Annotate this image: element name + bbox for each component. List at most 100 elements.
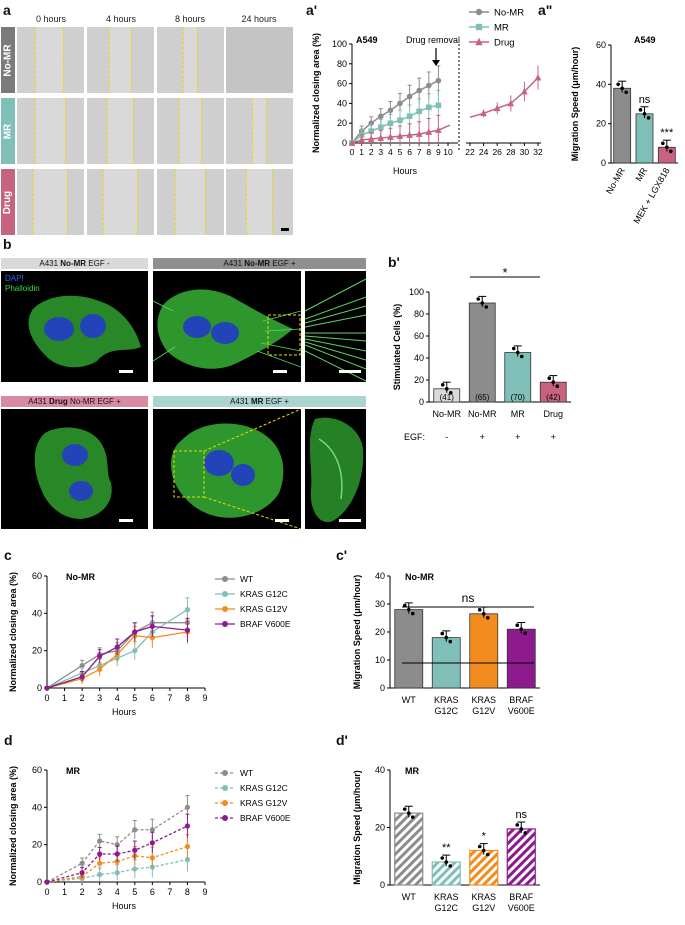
micrograph-mr-8h xyxy=(157,98,224,164)
x-tick-label: KRAS xyxy=(471,892,496,902)
replicate-dot xyxy=(665,145,669,150)
x-tick-label: No-MR xyxy=(604,166,627,196)
data-point xyxy=(387,120,394,126)
x-tick-label: No-MR xyxy=(433,409,462,419)
x-tick-label: Drug xyxy=(543,409,563,419)
legend-marker xyxy=(222,815,228,821)
data-point xyxy=(97,653,103,659)
series-line xyxy=(351,79,439,144)
significance-label: * xyxy=(502,265,507,280)
x-tick-label: 5 xyxy=(132,887,137,897)
x-tick-label: 24 xyxy=(479,147,489,157)
data-point xyxy=(415,130,423,137)
replicate-dot xyxy=(440,383,445,387)
replicate-dot xyxy=(476,297,481,301)
panel-letter-a-prime: a' xyxy=(306,2,318,18)
x-tick-label: 9 xyxy=(436,147,441,157)
legend-marker xyxy=(222,576,228,582)
x-tick-label: 10 xyxy=(443,147,453,157)
significance-label: *** xyxy=(660,127,674,139)
y-tick-label: 30 xyxy=(375,599,385,609)
y-tick-label: 0 xyxy=(419,397,424,407)
data-point xyxy=(475,37,483,46)
micrograph-mr-24h xyxy=(226,98,293,164)
data-point xyxy=(79,663,85,669)
time-label-0h: 0 hours xyxy=(35,14,67,24)
data-point xyxy=(397,117,403,124)
legend-marker xyxy=(222,785,228,791)
cell-count-label: (42) xyxy=(546,393,561,402)
y-tick-label: 40 xyxy=(375,765,385,775)
y-tick-label: 40 xyxy=(414,353,424,363)
data-point xyxy=(435,102,442,109)
time-label-24h: 24 hours xyxy=(241,14,277,24)
legend-marker xyxy=(222,800,228,806)
bar xyxy=(394,609,424,689)
data-point xyxy=(132,827,138,833)
replicate-dot xyxy=(448,864,453,868)
data-point xyxy=(132,629,138,635)
y-tick-label: 60 xyxy=(32,765,42,775)
replicate-dot xyxy=(481,612,486,616)
chart-c: 0 20 40 60 Normalized closing area (%) 0 1 2 3 4 5… xyxy=(8,571,291,717)
data-point xyxy=(132,866,138,872)
data-point xyxy=(149,635,155,641)
y-tick-label: 20 xyxy=(337,118,347,128)
replicate-dot xyxy=(620,86,624,91)
data-point xyxy=(184,857,191,863)
stain-label-phalloidin: Phalloidin xyxy=(5,284,40,293)
bar xyxy=(506,628,536,689)
x-tick-label: 7 xyxy=(417,147,422,157)
legend-label: WT xyxy=(240,768,253,778)
x-tick-label: MR xyxy=(634,166,650,184)
data-point xyxy=(79,860,85,866)
data-point xyxy=(377,134,385,141)
data-point xyxy=(149,827,155,833)
data-point xyxy=(184,607,191,613)
image-header-no-mr-egf-plus: A431 No-MR EGF + xyxy=(153,258,366,269)
x-tick-label: 7 xyxy=(167,887,172,897)
x-tick-label: BRAF xyxy=(509,892,534,902)
x-axis-title: Hours xyxy=(393,166,418,176)
x-tick-label: WT xyxy=(402,695,416,705)
y-tick-label: 0 xyxy=(601,158,606,168)
y-axis-title: Migration Speed (μm/hour) xyxy=(570,47,580,162)
cell-count-label: (70) xyxy=(511,393,526,402)
y-tick-label: 0 xyxy=(380,880,385,890)
y-tick-label: 40 xyxy=(32,802,42,812)
data-point xyxy=(367,135,375,142)
panel-letter-d: d xyxy=(4,732,13,748)
replicate-dot xyxy=(402,807,407,811)
micrograph-drug-24h xyxy=(226,169,293,235)
x-tick-label: 22 xyxy=(465,147,475,157)
micrograph-no-mr-4h xyxy=(87,27,154,93)
panel-letter-a: a xyxy=(3,2,11,18)
panel-letter-b: b xyxy=(3,236,12,252)
data-point xyxy=(416,87,423,94)
replicate-dot xyxy=(444,387,449,391)
data-point xyxy=(149,855,155,861)
data-point xyxy=(44,685,50,691)
micrograph-mr-4h xyxy=(87,98,154,164)
data-point xyxy=(493,104,501,112)
legend-marker xyxy=(222,591,228,597)
row-label-mr: MR xyxy=(1,98,15,164)
y-tick-label: 80 xyxy=(337,59,347,69)
x-tick-label: MR xyxy=(511,409,525,419)
egf-value-label: + xyxy=(515,432,520,442)
x-tick-label: 3 xyxy=(97,887,102,897)
x-tick-label: 0 xyxy=(44,693,49,703)
chart-title: No-MR xyxy=(66,572,95,582)
data-point xyxy=(184,823,191,829)
replicate-dot xyxy=(410,611,415,616)
data-point xyxy=(97,838,103,844)
x-tick-label: 4 xyxy=(388,147,393,157)
fluorescence-mr-egf-plus xyxy=(153,409,301,529)
data-point xyxy=(114,644,120,650)
bar xyxy=(394,812,424,886)
egf-value-label: + xyxy=(551,432,556,442)
replicate-dot xyxy=(448,639,453,644)
time-label-8h: 8 hours xyxy=(174,14,206,24)
data-point xyxy=(97,851,103,857)
replicate-dot xyxy=(444,635,449,640)
